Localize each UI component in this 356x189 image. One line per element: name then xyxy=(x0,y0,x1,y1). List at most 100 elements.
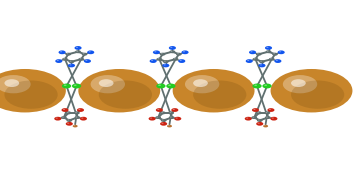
Circle shape xyxy=(259,60,265,63)
Circle shape xyxy=(269,109,271,110)
Circle shape xyxy=(99,79,114,87)
Circle shape xyxy=(264,125,266,126)
Circle shape xyxy=(273,53,275,54)
Circle shape xyxy=(74,116,80,119)
Circle shape xyxy=(169,112,171,113)
Circle shape xyxy=(62,84,71,88)
Circle shape xyxy=(278,50,285,54)
Circle shape xyxy=(265,111,270,114)
Circle shape xyxy=(254,58,256,59)
Circle shape xyxy=(74,111,80,114)
Circle shape xyxy=(266,117,268,118)
Circle shape xyxy=(162,123,164,124)
Circle shape xyxy=(257,53,259,54)
Circle shape xyxy=(78,58,84,61)
Circle shape xyxy=(270,117,277,121)
Circle shape xyxy=(193,81,246,109)
Circle shape xyxy=(157,58,162,61)
Circle shape xyxy=(150,59,157,63)
Circle shape xyxy=(272,118,274,119)
Circle shape xyxy=(256,111,262,114)
Circle shape xyxy=(161,119,167,122)
Circle shape xyxy=(251,116,257,119)
Circle shape xyxy=(68,119,69,120)
Circle shape xyxy=(253,109,256,110)
Circle shape xyxy=(160,111,166,114)
Circle shape xyxy=(245,117,252,121)
Circle shape xyxy=(171,108,178,112)
Circle shape xyxy=(291,81,344,109)
Circle shape xyxy=(170,47,172,48)
Circle shape xyxy=(180,60,182,61)
Circle shape xyxy=(66,111,72,114)
Circle shape xyxy=(274,59,282,63)
Circle shape xyxy=(67,112,69,113)
Circle shape xyxy=(89,51,91,52)
Circle shape xyxy=(151,60,153,61)
Circle shape xyxy=(78,69,160,112)
Circle shape xyxy=(74,84,77,86)
Circle shape xyxy=(263,125,268,127)
Circle shape xyxy=(258,119,260,120)
Circle shape xyxy=(257,112,259,113)
Circle shape xyxy=(174,58,176,59)
Circle shape xyxy=(62,58,68,61)
Circle shape xyxy=(170,117,172,118)
Circle shape xyxy=(68,64,75,67)
Circle shape xyxy=(66,122,73,126)
Circle shape xyxy=(75,112,77,113)
Circle shape xyxy=(63,58,65,59)
Circle shape xyxy=(79,58,81,59)
Circle shape xyxy=(156,84,166,88)
Circle shape xyxy=(269,58,274,61)
Circle shape xyxy=(69,60,74,63)
Circle shape xyxy=(171,51,172,52)
Circle shape xyxy=(176,118,178,119)
Circle shape xyxy=(76,47,78,48)
Circle shape xyxy=(153,50,160,54)
Circle shape xyxy=(167,125,172,127)
Circle shape xyxy=(262,84,272,88)
Circle shape xyxy=(174,117,181,121)
Circle shape xyxy=(258,123,260,124)
Circle shape xyxy=(183,51,185,52)
Circle shape xyxy=(83,53,84,54)
Circle shape xyxy=(90,75,125,93)
Circle shape xyxy=(246,59,253,63)
Circle shape xyxy=(76,51,78,52)
Circle shape xyxy=(85,60,88,61)
Circle shape xyxy=(276,60,278,61)
Circle shape xyxy=(154,51,156,52)
Circle shape xyxy=(156,108,163,112)
Circle shape xyxy=(77,108,84,112)
Circle shape xyxy=(260,61,262,62)
Circle shape xyxy=(178,59,185,63)
Circle shape xyxy=(161,53,163,54)
Circle shape xyxy=(256,122,263,126)
Circle shape xyxy=(155,116,161,119)
Circle shape xyxy=(148,117,156,121)
Circle shape xyxy=(67,119,72,122)
Circle shape xyxy=(252,108,259,112)
Circle shape xyxy=(78,109,80,110)
Circle shape xyxy=(160,122,167,126)
Circle shape xyxy=(76,117,77,118)
Circle shape xyxy=(265,46,272,50)
Circle shape xyxy=(169,116,174,119)
Circle shape xyxy=(62,117,64,118)
Circle shape xyxy=(80,117,87,121)
Circle shape xyxy=(150,118,152,119)
Circle shape xyxy=(162,119,164,120)
Circle shape xyxy=(168,84,171,86)
Circle shape xyxy=(169,46,176,50)
Circle shape xyxy=(62,108,69,112)
Circle shape xyxy=(55,59,62,63)
Circle shape xyxy=(173,109,175,110)
Circle shape xyxy=(256,53,262,56)
Circle shape xyxy=(267,108,274,112)
Circle shape xyxy=(67,53,68,54)
Circle shape xyxy=(5,79,19,87)
Circle shape xyxy=(254,84,257,86)
Circle shape xyxy=(169,50,175,53)
Circle shape xyxy=(164,61,166,62)
